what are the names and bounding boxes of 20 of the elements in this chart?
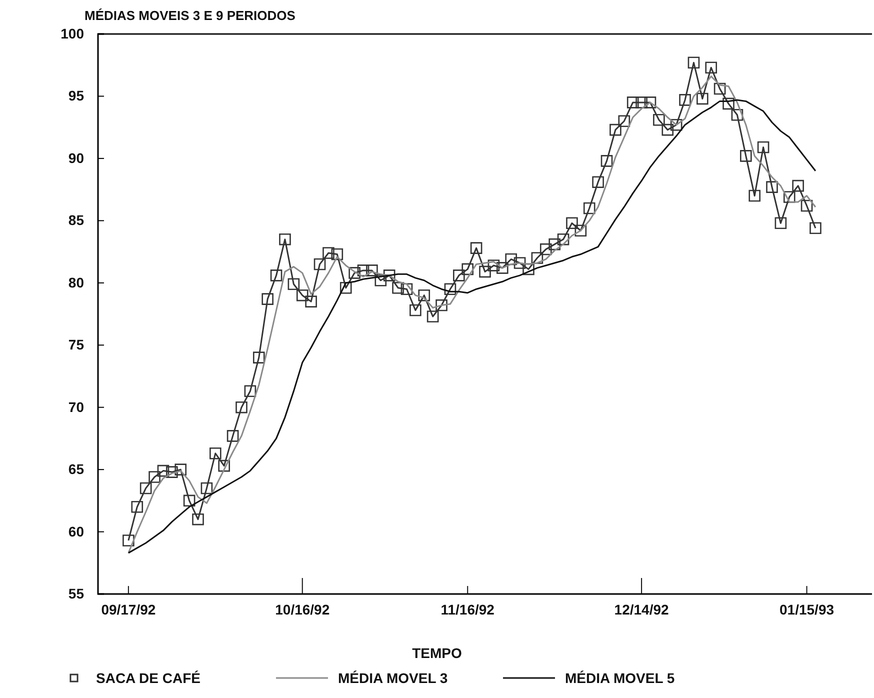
chart-title: MÉDIAS MOVEIS 3 E 9 PERIODOS [84, 8, 296, 23]
y-tick-label: 85 [68, 212, 84, 228]
x-tick-label: 12/14/92 [614, 602, 669, 618]
x-tick-label: 11/16/92 [440, 602, 495, 618]
x-tick-label: 09/17/92 [101, 602, 156, 618]
x-tick-label: 10/16/92 [275, 602, 330, 618]
legend-label: SACA DE CAFÉ [96, 670, 200, 686]
y-tick-label: 95 [68, 88, 84, 104]
y-tick-label: 60 [68, 523, 84, 540]
y-tick-label: 65 [68, 461, 84, 478]
legend-label: MÉDIA MOVEL 5 [565, 670, 675, 686]
x-axis-title: TEMPO [412, 645, 462, 661]
x-tick-label: 01/15/93 [780, 602, 834, 618]
legend-label: MÉDIA MOVEL 3 [338, 670, 448, 686]
y-tick-label: 55 [68, 585, 84, 602]
y-tick-label: 75 [68, 336, 84, 353]
y-tick-label: 70 [68, 398, 84, 415]
y-tick-label: 100 [60, 25, 84, 42]
y-tick-label: 90 [68, 150, 84, 166]
y-tick-label: 80 [68, 274, 84, 290]
